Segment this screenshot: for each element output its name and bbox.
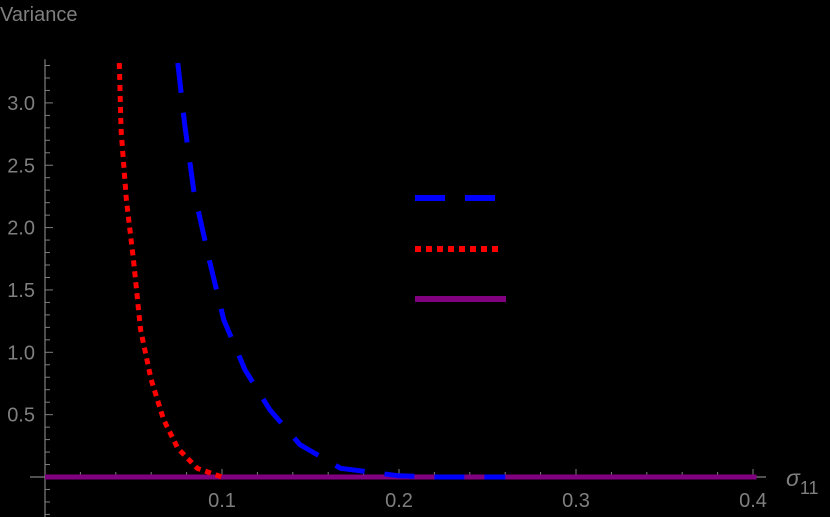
x-axis-title: σ11 — [786, 465, 819, 498]
x-tick-label: 0.1 — [208, 490, 236, 512]
x-tick-label: 0.2 — [385, 490, 413, 512]
x-tick-label: 0.3 — [562, 490, 590, 512]
x-axis-title-main: σ — [786, 465, 801, 491]
legend — [415, 195, 506, 302]
y-axis: 0.5 1.0 1.5 2.0 2.5 3.0 — [7, 59, 53, 517]
y-tick-label: 0.5 — [7, 405, 35, 427]
y-tick-label: 1.0 — [7, 342, 35, 364]
y-axis-title: Variance — [0, 4, 77, 26]
plot-series — [45, 62, 757, 480]
y-tick-label: 2.0 — [7, 218, 35, 240]
series-line — [116, 62, 223, 480]
x-axis-title-sub: 11 — [800, 478, 819, 498]
series-line — [175, 62, 506, 480]
x-tick-label: 0.4 — [739, 490, 767, 512]
y-tick-label: 1.5 — [7, 280, 35, 302]
y-tick-label: 2.5 — [7, 155, 35, 177]
y-tick-label: 3.0 — [7, 93, 35, 115]
